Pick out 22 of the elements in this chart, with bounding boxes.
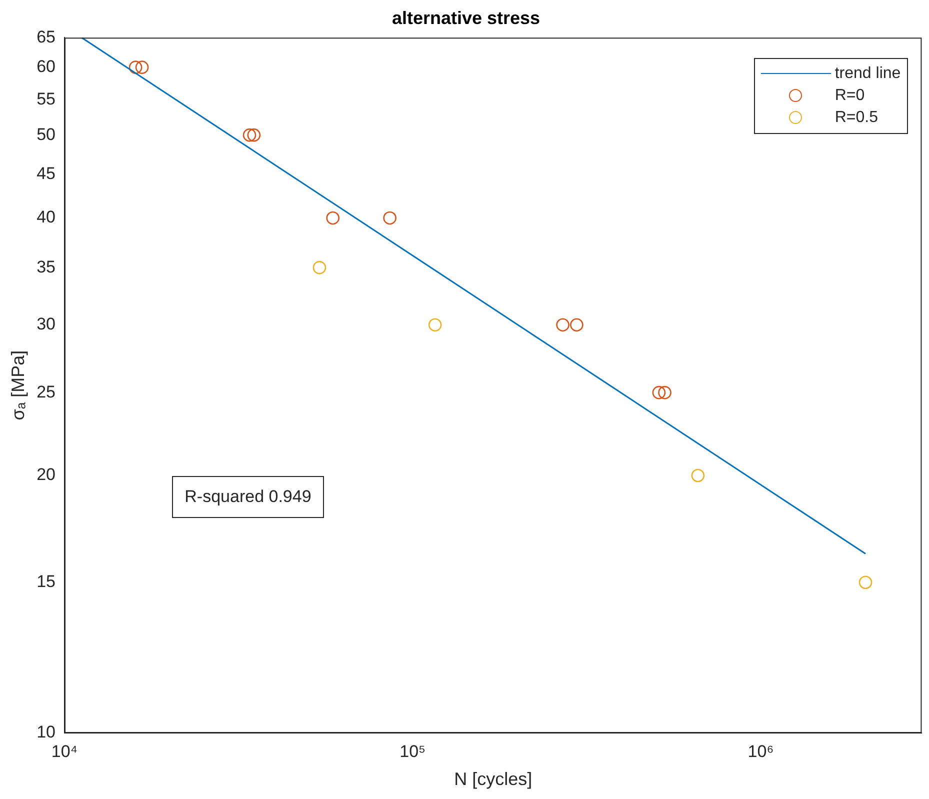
x-tick-label: 10⁵ (400, 742, 426, 761)
x-tick-label: 10⁴ (51, 742, 78, 761)
y-tick-label: 35 (36, 257, 56, 276)
legend-label: trend line (834, 64, 901, 83)
chart-title: alternative stress (392, 8, 540, 28)
annotation: R-squared 0.949 (172, 476, 324, 518)
y-tick-label: 50 (36, 124, 56, 144)
y-tick-label: 30 (36, 314, 56, 334)
y-tick-label: 65 (36, 27, 56, 46)
y-tick-label: 45 (36, 164, 56, 183)
y-tick-label: 60 (36, 57, 56, 76)
x-tick-label: 10⁶ (748, 742, 774, 761)
legend-label: R=0 (834, 86, 865, 105)
y-axis-title: σₐ [MPa] (8, 350, 28, 420)
y-tick-label: 10 (36, 722, 56, 742)
y-tick-label: 40 (36, 208, 56, 227)
legend-label: R=0.5 (834, 108, 878, 127)
x-axis-title: N [cycles] (454, 769, 532, 790)
y-tick-label: 15 (36, 572, 56, 592)
y-tick-label: 20 (36, 465, 56, 484)
y-tick-label: 25 (36, 382, 56, 402)
y-tick-label: 55 (36, 89, 56, 108)
